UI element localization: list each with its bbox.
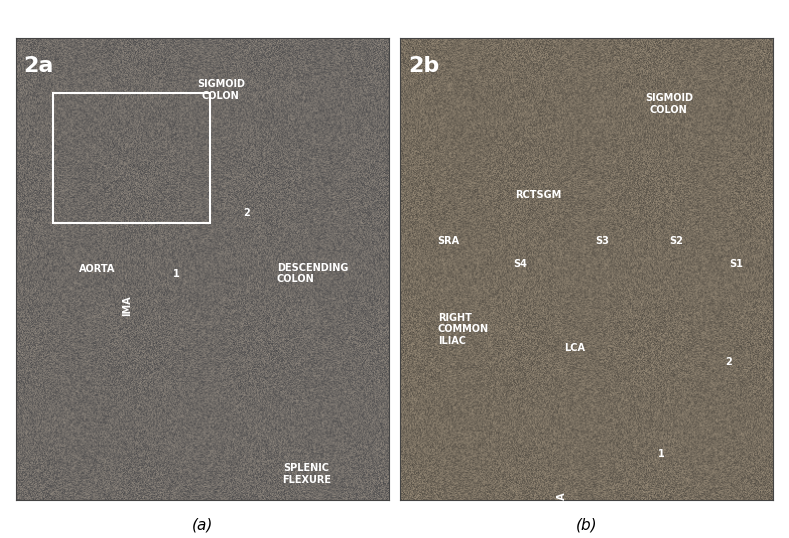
Text: S3: S3 <box>595 236 608 246</box>
Text: S1: S1 <box>729 259 743 270</box>
Text: SIGMOID
COLON: SIGMOID COLON <box>196 79 245 101</box>
Text: S2: S2 <box>669 236 683 246</box>
Text: IMA: IMA <box>555 491 566 512</box>
Text: (a): (a) <box>192 517 213 532</box>
Text: SRA: SRA <box>438 236 460 246</box>
Text: 1: 1 <box>658 449 665 459</box>
Text: 2: 2 <box>244 209 250 218</box>
Bar <box>53 93 210 223</box>
Text: 1: 1 <box>173 268 179 279</box>
Text: RCTSGM: RCTSGM <box>515 190 562 200</box>
Text: RIGHT
COMMON
ILIAC: RIGHT COMMON ILIAC <box>438 313 489 346</box>
Text: 2: 2 <box>725 357 732 366</box>
Text: SPLENIC
FLEXURE: SPLENIC FLEXURE <box>282 463 331 485</box>
Text: 2a: 2a <box>23 56 54 76</box>
Text: DESCENDING
COLON: DESCENDING COLON <box>277 263 348 285</box>
Text: (b): (b) <box>576 517 597 532</box>
Text: AORTA: AORTA <box>79 264 115 274</box>
Text: SIGMOID
COLON: SIGMOID COLON <box>645 93 693 115</box>
Text: IMA: IMA <box>122 296 133 316</box>
Text: LCA: LCA <box>564 343 585 352</box>
Text: S4: S4 <box>513 259 526 270</box>
Text: 2b: 2b <box>408 56 439 76</box>
